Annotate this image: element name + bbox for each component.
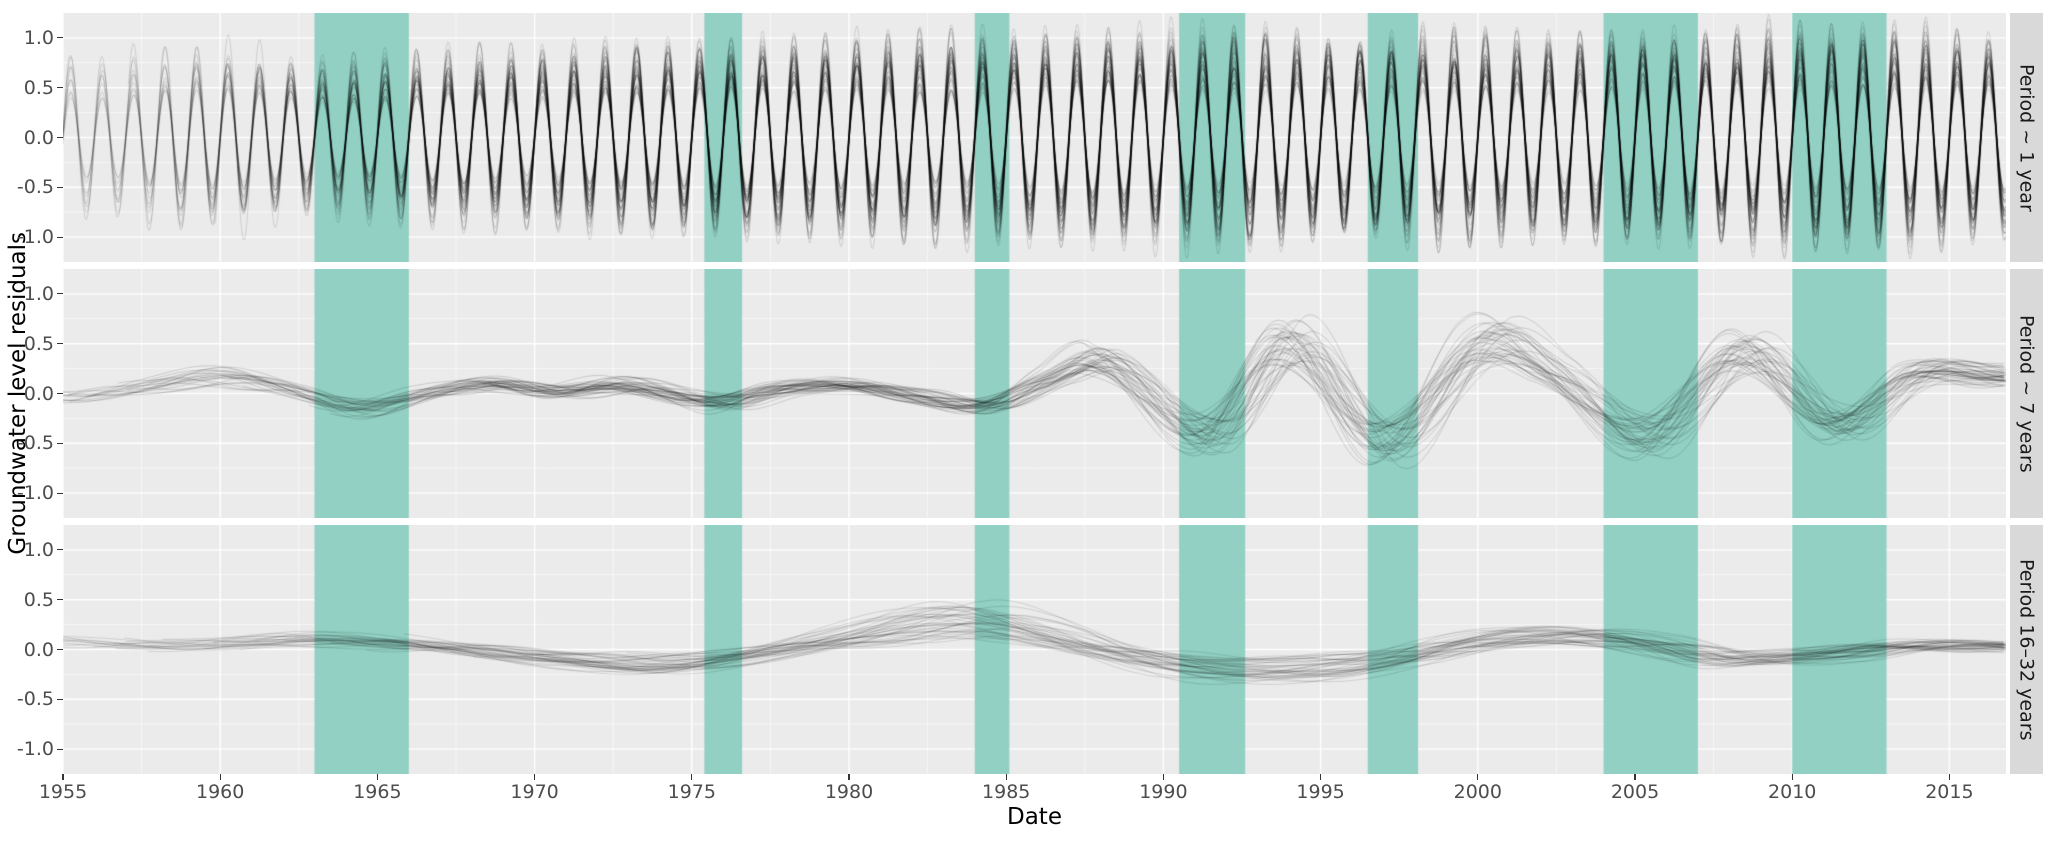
facet-strip-period-1-year: Period ~ 1 year [2010,13,2043,262]
axis-tick-mark [534,774,536,780]
y-tick-label: -0.5 [16,432,54,455]
axis-tick-mark [57,648,63,651]
panel-period-16-32-years [63,525,2006,774]
axis-tick-mark [1791,774,1793,780]
x-tick-label: 1965 [353,781,402,803]
axis-tick-mark [1162,774,1164,780]
facet-strip-label: Period 16–32 years [2015,558,2038,741]
axis-tick-mark [376,774,378,780]
axis-tick-mark [57,293,63,295]
y-tick-label: 0.0 [23,638,54,661]
axis-tick-mark [57,87,63,89]
x-tick-label: 1980 [824,781,874,803]
facet-strip-period-7-years: Period ~ 7 years [2010,269,2043,518]
y-tick-label: -1.0 [16,226,54,249]
axis-tick-mark [57,698,63,700]
x-tick-label: 1975 [667,781,716,803]
axis-tick-mark [1320,774,1322,780]
axis-tick-mark [57,599,63,601]
x-tick-label: 1995 [1296,781,1345,803]
y-tick-label: -0.5 [16,176,54,199]
y-tick-label: 1.0 [23,26,54,49]
facet-strip-label: Period ~ 7 years [2015,314,2038,473]
y-tick-label: -1.0 [16,738,54,761]
y-tick-label: 0.0 [23,126,54,149]
x-tick-label: 1960 [196,781,245,803]
panel-period-1-year [63,13,2006,262]
axis-tick-mark [848,774,850,780]
x-axis-title: Date [1007,804,1062,830]
y-tick-label: -1.0 [16,482,54,505]
y-tick-label: 1.0 [23,538,54,561]
x-tick-label: 1970 [510,781,559,803]
axis-tick-mark [57,442,63,444]
axis-tick-mark [1477,774,1479,780]
axis-tick-mark [1005,774,1007,780]
axis-tick-mark [57,236,63,238]
x-tick-label: 2015 [1925,781,1974,803]
axis-tick-mark [691,774,693,780]
x-tick-label: 2010 [1768,781,1817,803]
y-tick-label: 1.0 [23,282,54,305]
axis-tick-mark [57,343,63,345]
axis-tick-mark [57,186,63,188]
axis-tick-mark [57,549,63,551]
axis-tick-mark [57,392,63,395]
x-tick-label: 2005 [1610,781,1660,803]
axis-tick-mark [57,136,63,139]
x-tick-label: 1985 [982,781,1031,803]
panel-period-7-years [63,269,2006,518]
y-tick-label: 0.5 [23,76,54,99]
y-tick-label: 0.0 [23,382,54,405]
y-tick-label: 0.5 [23,588,54,611]
x-tick-label: 1955 [38,781,88,803]
axis-tick-mark [1634,774,1636,780]
y-tick-label: 0.5 [23,332,54,355]
axis-tick-mark [57,492,63,494]
x-tick-label: 1990 [1139,781,1188,803]
facet-strip-label: Period ~ 1 year [2015,63,2038,212]
axis-tick-mark [57,37,63,39]
axis-tick-mark [62,774,64,780]
x-tick-label: 2000 [1453,781,1502,803]
facet-strip-period-16-32-years: Period 16–32 years [2010,525,2043,774]
axis-tick-mark [219,774,221,780]
axis-tick-mark [57,748,63,750]
y-tick-label: -0.5 [16,688,54,711]
axis-tick-mark [1948,774,1950,780]
